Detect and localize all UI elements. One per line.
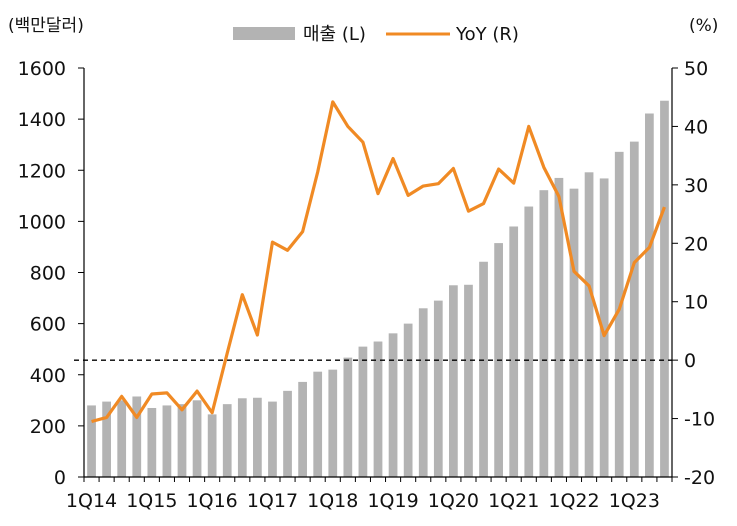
bar <box>524 206 534 478</box>
x-tick-label: 1Q16 <box>187 490 238 512</box>
bar <box>207 414 217 477</box>
bar <box>629 141 639 477</box>
bar <box>358 346 368 477</box>
left-tick-label: 0 <box>54 467 66 489</box>
bar <box>614 151 624 477</box>
right-tick-label: 20 <box>684 233 708 255</box>
legend-bar-label: 매출 (L) <box>303 24 366 45</box>
right-tick-label: 0 <box>684 350 696 372</box>
bar <box>479 261 488 477</box>
right-tick-labels: -20 -10 0 10 20 30 40 50 <box>684 58 715 489</box>
bar <box>599 178 609 477</box>
bar <box>102 401 111 477</box>
x-tick-label: 1Q17 <box>247 490 298 512</box>
right-tick-label: 40 <box>684 116 708 138</box>
x-tick-labels: 1Q14 1Q15 1Q16 1Q17 1Q18 1Q19 1Q20 1Q21 1Q22 1Q23 <box>66 490 660 512</box>
legend: 매출 (L) YoY (R) <box>233 24 519 45</box>
bar <box>298 381 307 477</box>
right-tick-label: -10 <box>684 409 715 431</box>
right-tick-label: 10 <box>684 292 708 314</box>
bar <box>464 284 473 477</box>
yoy-line <box>91 100 666 424</box>
left-tick-label: 800 <box>30 263 66 285</box>
bar <box>584 172 594 478</box>
bar <box>313 371 323 477</box>
bar <box>645 113 654 477</box>
bar <box>87 405 96 477</box>
bar <box>343 357 353 477</box>
x-tick-label: 1Q18 <box>307 490 358 512</box>
left-tick-label: 200 <box>30 416 66 438</box>
bar <box>132 396 142 477</box>
right-tick-label: 30 <box>684 175 708 197</box>
x-tick-label: 1Q21 <box>488 490 539 512</box>
legend-line-label: YoY (R) <box>455 24 519 45</box>
bars-group <box>87 100 669 478</box>
bar <box>403 323 413 478</box>
legend-bar-swatch <box>233 27 295 40</box>
left-tick-label: 400 <box>30 365 66 387</box>
x-tick-label: 1Q14 <box>66 490 117 512</box>
x-tick-label: 1Q15 <box>126 490 177 512</box>
right-tick-label: 50 <box>684 58 708 80</box>
left-tick-label: 1000 <box>18 211 66 233</box>
x-tick-label: 1Q19 <box>367 490 418 512</box>
axes-group <box>78 67 678 482</box>
bar <box>660 100 669 477</box>
bar <box>449 285 458 477</box>
left-axis-unit: (백만달러) <box>8 16 84 36</box>
x-tick-label: 1Q23 <box>609 490 660 512</box>
bar <box>222 404 232 477</box>
left-tick-label: 1200 <box>18 160 66 182</box>
bar <box>569 188 579 477</box>
bar <box>373 341 383 477</box>
bar <box>192 400 202 477</box>
bar <box>539 190 549 477</box>
bar <box>509 226 519 477</box>
left-tick-label: 1400 <box>18 109 66 131</box>
right-tick-label: -20 <box>684 467 715 489</box>
bar <box>253 397 262 477</box>
bar <box>268 401 277 477</box>
line-group <box>91 100 666 424</box>
bar <box>418 308 428 477</box>
bar <box>162 405 172 477</box>
left-tick-labels: 0 200 400 600 800 1000 1200 1400 1600 <box>18 58 66 489</box>
bar <box>433 300 443 477</box>
bar <box>147 407 157 477</box>
left-tick-label: 600 <box>30 314 66 336</box>
x-tick-label: 1Q22 <box>548 490 599 512</box>
bar <box>328 369 338 477</box>
bar <box>554 177 564 478</box>
right-axis-unit: (%) <box>689 16 718 36</box>
bar <box>237 398 247 477</box>
bar <box>177 404 187 477</box>
left-tick-label: 1600 <box>18 58 66 80</box>
bar <box>117 400 127 477</box>
bar <box>283 390 292 477</box>
bar <box>388 333 398 477</box>
x-tick-label: 1Q20 <box>428 490 479 512</box>
